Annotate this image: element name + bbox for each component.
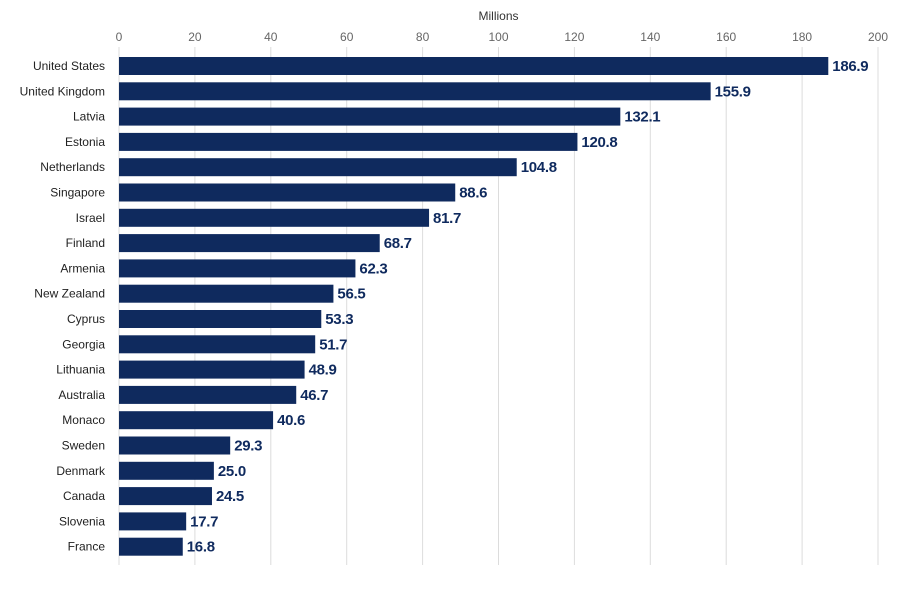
bar: [119, 183, 456, 202]
category-label: New Zealand: [34, 287, 105, 301]
value-label: 29.3: [234, 438, 262, 455]
bar: [119, 132, 578, 151]
x-tick-label: 80: [416, 30, 430, 44]
bar: [119, 82, 711, 101]
x-tick-label: 120: [564, 30, 584, 44]
value-label: 17.7: [190, 513, 218, 530]
value-label: 104.8: [521, 159, 557, 176]
category-label: United States: [33, 59, 105, 73]
bar: [119, 208, 430, 227]
bar: [119, 284, 334, 303]
bar: [119, 234, 380, 253]
bar: [119, 512, 187, 531]
category-label: Cyprus: [67, 312, 105, 326]
x-axis-ticks: 0 20 40 60 80 100 120 140 160 180 200: [116, 30, 889, 44]
value-label: 51.7: [319, 336, 347, 353]
value-label: 24.5: [216, 488, 244, 505]
bar: [119, 385, 297, 404]
value-labels: 186.9 155.9 132.1 120.8 104.8 88.6 81.7 68.7 62.…: [187, 58, 869, 556]
value-label: 53.3: [325, 311, 353, 328]
bar: [119, 537, 183, 556]
category-label: France: [68, 540, 106, 554]
bars: [119, 57, 829, 556]
x-tick-label: 160: [716, 30, 736, 44]
x-tick-label: 0: [116, 30, 123, 44]
value-label: 46.7: [300, 387, 328, 404]
category-label: Monaco: [62, 413, 105, 427]
bar: [119, 461, 214, 480]
value-label: 186.9: [832, 58, 868, 75]
category-labels: United States United Kingdom Latvia Estonia…: [20, 59, 106, 554]
value-label: 155.9: [715, 83, 751, 100]
value-label: 62.3: [359, 260, 387, 277]
x-tick-label: 40: [264, 30, 278, 44]
x-tick-label: 100: [488, 30, 508, 44]
value-label: 68.7: [384, 235, 412, 252]
category-label: Denmark: [56, 464, 106, 478]
x-tick-label: 140: [640, 30, 660, 44]
category-label: Lithuania: [56, 363, 105, 377]
bar: [119, 487, 212, 506]
category-label: Georgia: [62, 337, 105, 351]
bar: [119, 259, 356, 278]
category-label: Estonia: [65, 135, 105, 149]
value-label: 40.6: [277, 412, 305, 429]
value-label: 120.8: [581, 134, 617, 151]
x-axis-title: Millions: [478, 9, 518, 23]
x-tick-label: 20: [188, 30, 202, 44]
value-label: 48.9: [309, 362, 337, 379]
x-tick-label: 180: [792, 30, 812, 44]
category-label: United Kingdom: [20, 84, 105, 98]
value-label: 81.7: [433, 210, 461, 227]
x-tick-label: 60: [340, 30, 354, 44]
bar: [119, 158, 517, 177]
bar: [119, 310, 322, 328]
bar: [119, 335, 316, 354]
value-label: 56.5: [337, 286, 365, 303]
category-label: Sweden: [62, 439, 105, 453]
value-label: 25.0: [218, 463, 246, 480]
category-label: Australia: [58, 388, 105, 402]
x-tick-label: 200: [868, 30, 888, 44]
category-label: Singapore: [50, 186, 105, 200]
bar: [119, 436, 231, 455]
category-label: Netherlands: [40, 160, 105, 174]
bar: [119, 360, 305, 379]
category-label: Finland: [66, 236, 105, 250]
category-label: Israel: [76, 211, 105, 225]
bar: [119, 107, 621, 126]
category-label: Canada: [63, 489, 105, 503]
value-label: 132.1: [624, 109, 660, 126]
bar: [119, 411, 274, 430]
category-label: Armenia: [60, 261, 105, 275]
value-label: 16.8: [187, 539, 215, 556]
value-label: 88.6: [459, 185, 487, 202]
category-label: Slovenia: [59, 514, 105, 528]
category-label: Latvia: [73, 110, 105, 124]
bar: [119, 57, 829, 75]
